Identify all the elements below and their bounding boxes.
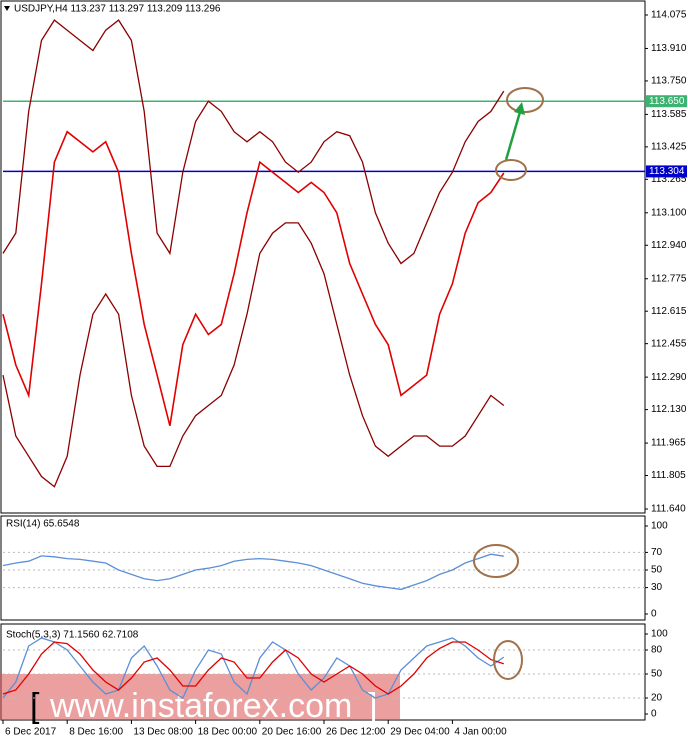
annotation-ellipse <box>506 87 544 113</box>
annotation-arrow <box>504 111 522 161</box>
y-tick-label: 111.805 <box>651 470 686 481</box>
x-tick-label: 8 Dec 16:00 <box>69 727 123 738</box>
series-line <box>2 130 505 426</box>
y-tick-label: 30 <box>651 582 663 593</box>
y-tick-label: 70 <box>651 547 663 558</box>
watermark-box <box>0 674 400 720</box>
annotation-ellipse <box>493 640 523 680</box>
y-tick-label: 50 <box>651 669 663 680</box>
stoch-header: Stoch(5,3,3) 71.1560 62.7108 <box>6 630 139 641</box>
level-label-box <box>646 95 687 108</box>
x-tick-label: 29 Dec 04:00 <box>390 727 450 738</box>
y-tick-label: 80 <box>651 645 663 656</box>
x-tick-label: 6 Dec 2017 <box>5 727 57 738</box>
y-tick-label: 111.965 <box>651 438 686 449</box>
x-tick-label: 20 Dec 16:00 <box>262 727 322 738</box>
level-label: 113.304 <box>649 166 685 177</box>
y-tick-label: 113.750 <box>651 76 687 87</box>
y-tick-label: 113.265 <box>651 174 687 185</box>
series-line <box>2 637 505 699</box>
y-tick-label: 113.100 <box>651 207 687 218</box>
series-line <box>2 641 505 695</box>
y-tick-label: 112.130 <box>651 404 687 415</box>
y-tick-label: 113.910 <box>651 43 687 54</box>
watermark: www.instaforex.com <box>49 687 352 725</box>
y-tick-label: 50 <box>651 565 663 576</box>
annotation-arrow-head <box>514 102 525 115</box>
level-label: 113.650 <box>649 96 685 107</box>
series-line <box>2 222 505 488</box>
y-tick-label: 112.775 <box>651 273 687 284</box>
y-tick-label: 114.075 <box>651 10 687 21</box>
series-line <box>2 553 504 591</box>
series-line <box>2 19 505 265</box>
level-label-box <box>646 165 687 178</box>
y-tick-label: 112.940 <box>651 240 687 251</box>
annotation-ellipse <box>473 544 519 578</box>
annotation-ellipse <box>495 159 527 181</box>
y-tick-label: 112.455 <box>651 338 687 349</box>
price-panel <box>0 0 646 514</box>
x-tick-label: 4 Jan 00:00 <box>454 727 507 738</box>
rsi-header: RSI(14) 65.6548 <box>6 519 80 530</box>
y-tick-label: 113.425 <box>651 142 687 153</box>
y-tick-label: 112.290 <box>651 372 687 383</box>
y-tick-label: 113.585 <box>651 109 687 120</box>
y-tick-label: 100 <box>651 521 668 532</box>
watermark-bracket: [ <box>30 687 40 725</box>
y-tick-label: 20 <box>651 693 663 704</box>
y-tick-label: 0 <box>651 709 657 720</box>
rsi-panel <box>0 515 646 621</box>
y-tick-label: 111.640 <box>651 504 686 515</box>
x-tick-label: 18 Dec 00:00 <box>198 727 258 738</box>
symbol-menu-icon[interactable] <box>4 6 10 11</box>
watermark-bracket: ] <box>368 687 377 725</box>
y-tick-label: 112.615 <box>651 306 687 317</box>
y-tick-label: 0 <box>651 609 657 620</box>
price-header: USDJPY,H4 113.237 113.297 113.209 113.29… <box>14 4 221 15</box>
y-tick-label: 100 <box>651 629 668 640</box>
x-tick-label: 26 Dec 12:00 <box>326 727 386 738</box>
x-tick-label: 13 Dec 08:00 <box>133 727 193 738</box>
